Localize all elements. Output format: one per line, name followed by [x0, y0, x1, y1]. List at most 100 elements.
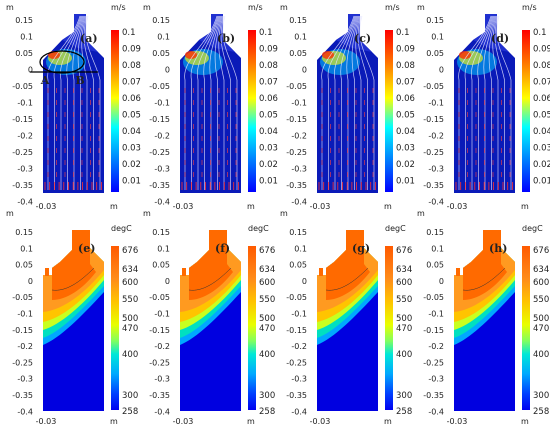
streamline [184, 15, 218, 190]
colorbar-tick-label: 0.08 [533, 61, 550, 71]
y-tick-label: -0.15 [149, 326, 170, 335]
y-tick-label: -0.35 [12, 391, 33, 400]
streamline [222, 15, 238, 190]
streamline [47, 15, 81, 190]
panel-label: (h) [489, 242, 507, 255]
y-tick-label: -0.25 [286, 358, 307, 367]
y-axis-unit: m [280, 209, 288, 218]
colorbar-tick-label: 0.09 [122, 45, 141, 55]
velocity-panel: m m -0.03 0.15 0.1 0.05 0 -0.05 -0.1 -0.15 -0.2 -0.… [6, 3, 141, 211]
colorbar-tick-label: 258 [396, 407, 412, 417]
streamline [458, 15, 492, 190]
colorbar-tick-label: 258 [533, 407, 549, 417]
streamline [203, 15, 221, 190]
y-tick-label: 0.15 [426, 228, 444, 237]
y-tick-label: -0.2 [154, 132, 170, 141]
streamline [53, 15, 82, 190]
y-tick-label: -0.4 [17, 407, 33, 416]
y-tick-label: -0.25 [149, 148, 170, 157]
isotherm [188, 267, 232, 291]
colorbar-tick-label: 634 [396, 265, 412, 275]
colorbar-tick-label: 0.04 [396, 127, 415, 137]
y-tick-label: -0.1 [17, 99, 33, 108]
colorbar-tick-label: 300 [122, 391, 138, 401]
colorbar-tick-label: 600 [396, 278, 412, 288]
velocity-panel: m m -0.03 0.15 0.1 0.05 0 -0.05 -0.1 -0.15 -0.2 -0.… [280, 3, 415, 211]
y-tick-label: -0.4 [17, 198, 33, 207]
y-axis-unit: m [6, 209, 14, 218]
colorbar-tick-label: 0.1 [259, 28, 273, 38]
vortex-hot [185, 51, 197, 59]
colorbar-tick-label: 550 [122, 295, 138, 305]
y-tick-label: -0.05 [149, 293, 170, 302]
y-tick-label: -0.3 [291, 375, 307, 384]
colorbar-tick-label: 470 [259, 324, 275, 334]
y-axis-unit: m [417, 209, 425, 218]
y-tick-label: 0.05 [152, 261, 170, 270]
colorbar-unit: degC [248, 224, 269, 233]
y-tick-label: -0.05 [286, 293, 307, 302]
colorbar-tick-label: 400 [533, 350, 549, 360]
y-axis-unit: m [143, 3, 151, 12]
colorbar-tick-label: 676 [259, 246, 275, 256]
y-tick-label: -0.35 [149, 391, 170, 400]
y-tick-label: 0.05 [15, 49, 33, 58]
x-axis-unit: m [521, 202, 529, 211]
y-axis-unit: m [417, 3, 425, 12]
temperature-panel: m m -0.03 0.15 0.1 0.05 0 -0.05 -0.1 -0.15 -0.2 -0.… [6, 209, 138, 426]
streamline [60, 15, 83, 190]
colorbar-tick-label: 0.1 [533, 28, 547, 38]
panel-label: (c) [354, 32, 371, 45]
y-tick-label: -0.2 [291, 132, 307, 141]
colorbar-tick-label: 400 [259, 350, 275, 360]
colorbar-unit: m/s [522, 3, 537, 12]
y-tick-label: -0.05 [149, 82, 170, 91]
x-tick-label: -0.03 [310, 202, 331, 211]
colorbar-tick-label: 676 [533, 246, 549, 256]
colorbar-tick-label: 0.08 [396, 61, 415, 71]
x-tick-label: -0.03 [173, 417, 194, 426]
y-tick-label: 0.1 [20, 244, 33, 253]
y-tick-label: -0.15 [423, 115, 444, 124]
streamline [83, 15, 94, 190]
y-tick-label: 0.15 [152, 16, 170, 25]
x-tick-label: -0.03 [173, 202, 194, 211]
colorbar-tick-label: 258 [259, 407, 275, 417]
streamline [72, 15, 85, 190]
y-tick-label: -0.25 [286, 148, 307, 157]
colorbar-tick-label: 0.06 [122, 94, 141, 104]
y-tick-label: -0.25 [423, 358, 444, 367]
streamline [355, 15, 362, 190]
y-tick-label: -0.4 [428, 407, 444, 416]
colorbar-tick-label: 258 [122, 407, 138, 417]
x-tick-label: -0.03 [447, 417, 468, 426]
colorbar-tick-label: 0.08 [259, 61, 278, 71]
velocity-colorbar [111, 30, 119, 192]
y-tick-label: 0 [28, 277, 33, 286]
y-tick-label: 0.1 [157, 33, 170, 42]
y-tick-label: 0.05 [289, 49, 307, 58]
annotation-a: A [40, 74, 50, 87]
velocity-panel: m m -0.03 0.15 0.1 0.05 0 -0.05 -0.1 -0.15 -0.2 -0.… [143, 3, 278, 211]
colorbar-unit: degC [522, 224, 543, 233]
colorbar-unit: degC [111, 224, 132, 233]
colorbar-tick-label: 550 [259, 295, 275, 305]
panel-label: (d) [491, 32, 509, 45]
y-tick-label: -0.35 [423, 181, 444, 190]
y-tick-label: -0.05 [286, 82, 307, 91]
colorbar-tick-label: 0.07 [122, 78, 141, 88]
velocity-panel: m m -0.03 0.15 0.1 0.05 0 -0.05 -0.1 -0.15 -0.2 -0.… [417, 3, 550, 211]
y-tick-label: 0 [28, 66, 33, 75]
colorbar-tick-label: 470 [533, 324, 549, 334]
y-tick-label: -0.25 [12, 148, 33, 157]
colorbar-tick-label: 550 [396, 295, 412, 305]
streamline [197, 15, 220, 190]
y-tick-label: -0.15 [286, 115, 307, 124]
colorbar-tick-label: 634 [259, 265, 275, 275]
panel-label: (a) [80, 32, 98, 45]
y-tick-label: -0.4 [154, 407, 170, 416]
y-tick-label: -0.2 [17, 342, 33, 351]
y-tick-label: 0.1 [431, 244, 444, 253]
y-tick-label: -0.25 [12, 358, 33, 367]
colorbar-tick-label: 0.02 [259, 160, 278, 170]
